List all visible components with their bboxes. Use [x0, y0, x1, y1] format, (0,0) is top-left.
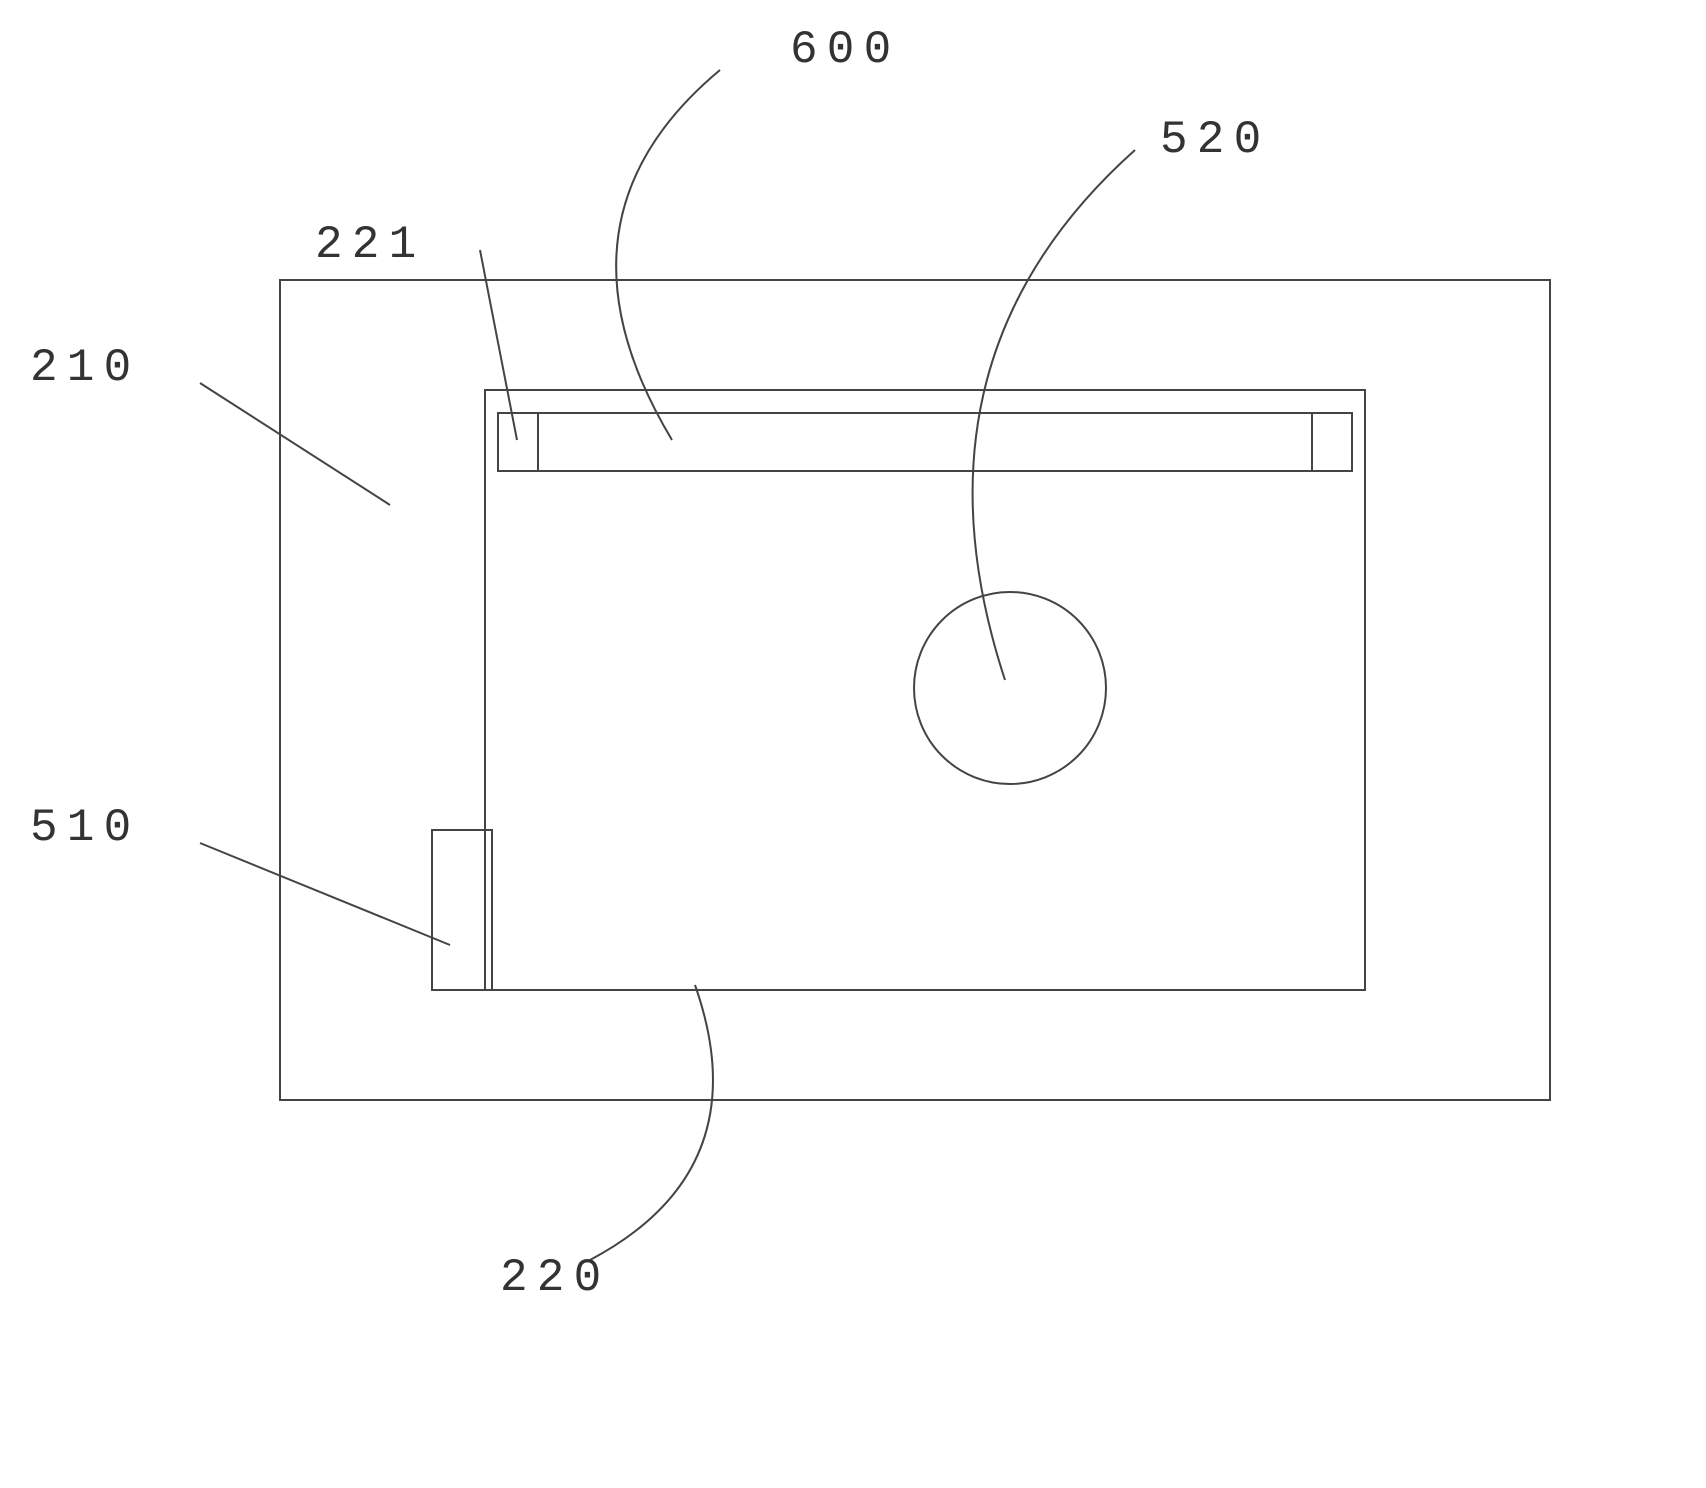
inner-top-bar	[498, 413, 1352, 471]
technical-diagram: 600 520 221 210 510 220	[0, 0, 1706, 1488]
inner-rect	[485, 390, 1365, 990]
label-l220: 220	[500, 1252, 610, 1304]
label-l510: 510	[30, 802, 140, 854]
leader-l510	[200, 843, 450, 945]
leader-l600	[616, 70, 720, 440]
leader-l520	[973, 150, 1135, 680]
label-l221: 221	[315, 219, 425, 271]
bottom-left-box	[432, 830, 492, 990]
inner-top-right-cell	[1312, 413, 1352, 471]
leader-l220	[590, 985, 713, 1260]
label-l210: 210	[30, 342, 140, 394]
leader-l210	[200, 383, 390, 505]
inner-top-left-cell	[498, 413, 538, 471]
label-l600: 600	[790, 24, 900, 76]
center-circle	[914, 592, 1106, 784]
label-l520: 520	[1160, 114, 1270, 166]
